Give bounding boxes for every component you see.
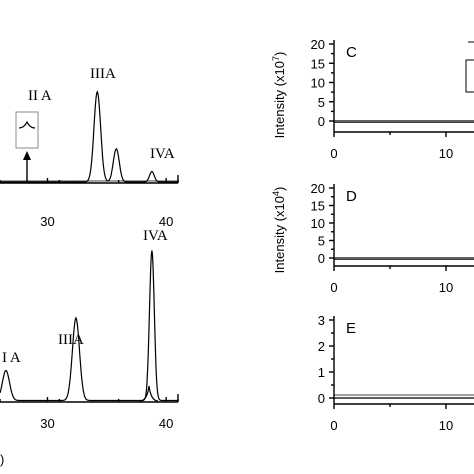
y-axis-label: Intensity (x104) xyxy=(271,187,287,274)
x-tick-label: 30 xyxy=(40,416,54,431)
y-tick-label: 5 xyxy=(318,234,325,249)
peak-label: IIIA xyxy=(90,66,116,82)
peak-label: II A xyxy=(28,88,52,104)
panel-D: 0 5 10 15 20 0 10 D Intensity (x104) xyxy=(271,181,474,295)
y-tick-label: 2 xyxy=(318,339,325,354)
chromatogram-trace xyxy=(0,90,178,183)
peak-label: IVA xyxy=(143,228,168,244)
panel-E: 0 1 2 3 0 10 E xyxy=(318,313,474,433)
x-tick-label: 10 xyxy=(439,146,453,161)
y-tick-label: 0 xyxy=(318,251,325,266)
peak-label: I A xyxy=(2,350,21,366)
peak-label: IVA xyxy=(150,146,175,162)
y-axis-label-close: ) xyxy=(272,187,287,191)
y-tick-label: 10 xyxy=(311,76,325,91)
y-axis-label-exponent: 4 xyxy=(271,191,281,196)
y-axis-label: Intensity (x107) xyxy=(271,52,287,139)
chromatogram-panel-2: 30 40 I A IIIA IVA) xyxy=(0,228,179,467)
inset-peak-trace xyxy=(18,120,36,129)
y-tick-label: 1 xyxy=(318,365,325,380)
x-tick-label: 40 xyxy=(159,416,173,431)
arrow-head xyxy=(23,151,31,160)
y-axis-label-exponent: 7 xyxy=(271,56,281,61)
panel-label: C xyxy=(346,44,357,61)
y-tick-label: 15 xyxy=(311,199,325,214)
y-tick-label: 20 xyxy=(311,37,325,52)
x-tick-label: 30 xyxy=(40,214,54,229)
y-tick-label: 20 xyxy=(311,181,325,196)
x-tick-label: 40 xyxy=(159,214,173,229)
y-axis-label-text: Intensity (x10 xyxy=(272,196,287,273)
y-tick-label: 3 xyxy=(318,313,325,328)
panel-label: D xyxy=(346,188,357,205)
y-tick-label: 0 xyxy=(318,391,325,406)
panel-C: 0 5 10 15 20 0 10 C Intensity (x107) xyxy=(271,37,474,161)
panel-label: E xyxy=(346,320,356,337)
y-axis-label-close: ) xyxy=(272,52,287,56)
x-tick-label: 10 xyxy=(439,280,453,295)
inset-box xyxy=(15,111,39,149)
chromatogram-trace xyxy=(0,250,178,402)
x-tick-label: 0 xyxy=(330,280,337,295)
x-tick-label: 0 xyxy=(330,418,337,433)
panel-label-fragment: ) xyxy=(0,452,4,467)
inset-bracket xyxy=(465,59,474,93)
y-tick-label: 15 xyxy=(311,56,325,71)
peak-label: IIIA xyxy=(58,332,84,348)
y-axis-label-text: Intensity (x10 xyxy=(272,61,287,138)
x-tick-label: 0 xyxy=(330,146,337,161)
overlay-trace xyxy=(139,385,159,402)
x-tick-label: 10 xyxy=(439,418,453,433)
y-tick-label: 10 xyxy=(311,216,325,231)
y-tick-label: 0 xyxy=(318,114,325,129)
y-tick-label: 5 xyxy=(318,95,325,110)
chromatogram-panel-1: 30 40 II A IIIA IVA xyxy=(0,66,179,229)
